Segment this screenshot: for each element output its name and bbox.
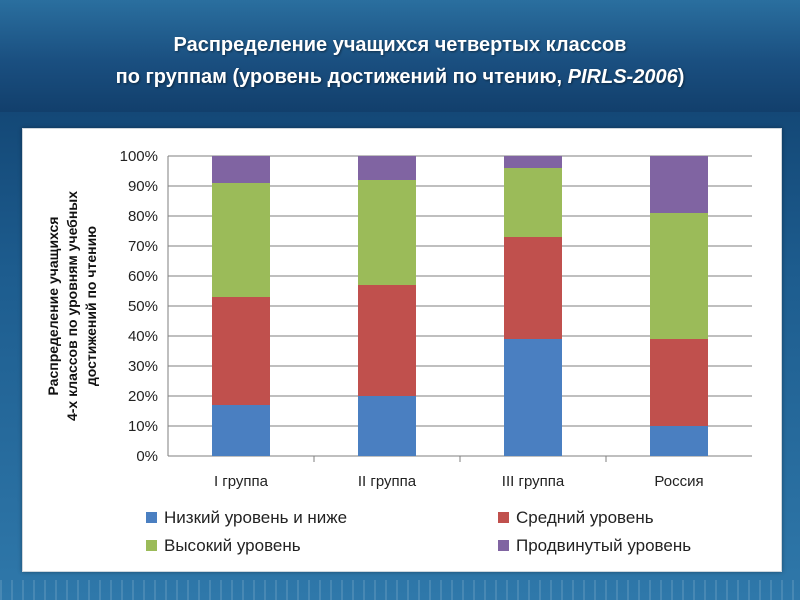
- bar-segment: [650, 156, 708, 213]
- legend-label: Низкий уровень и ниже: [164, 508, 347, 527]
- title-band: Распределение учащихся четвертых классов…: [0, 0, 800, 112]
- bar-segment: [504, 237, 562, 339]
- decorative-strip: [0, 580, 800, 600]
- x-category-label: I группа: [214, 473, 269, 490]
- y-axis-label: 4-х классов по уровням учебных: [64, 191, 80, 421]
- legend-label: Средний уровень: [516, 508, 654, 527]
- slide-title-study-name: PIRLS-2006: [567, 66, 678, 88]
- y-tick-label: 40%: [128, 328, 158, 345]
- y-tick-label: 50%: [128, 298, 158, 315]
- slide-title-line2-text: по группам (уровень достижений по чтению…: [115, 66, 568, 88]
- legend-label: Высокий уровень: [164, 536, 301, 555]
- stacked-bar-chart: 0% 10% 20% 30% 40% 50% 60% 70% 80% 90% 100% Распред…: [45, 148, 752, 555]
- y-tick-label: 10%: [128, 418, 158, 435]
- y-tick-label: 0%: [136, 448, 158, 465]
- y-tick-label: 30%: [128, 358, 158, 375]
- bar-segment: [212, 405, 270, 456]
- bar-segment: [650, 339, 708, 426]
- bar-segment: [650, 426, 708, 456]
- bar-segment: [650, 213, 708, 339]
- y-axis-label: Распределение учащихся: [45, 217, 61, 396]
- bar-segment: [212, 156, 270, 183]
- bar-segment: [212, 297, 270, 405]
- legend-swatch: [146, 512, 157, 523]
- bar-segment: [212, 183, 270, 297]
- legend-swatch: [498, 540, 509, 551]
- x-category-label: Россия: [654, 473, 703, 490]
- bar-segment: [504, 339, 562, 456]
- y-tick-label: 60%: [128, 268, 158, 285]
- bar-segment: [358, 156, 416, 180]
- bar-segment: [504, 156, 562, 168]
- y-axis-label: достижений по чтению: [83, 226, 99, 386]
- slide-title-line1: Распределение учащихся четвертых классов: [173, 34, 627, 56]
- slide-title-line2: по группам (уровень достижений по чтению…: [0, 66, 800, 89]
- bar-segment: [358, 180, 416, 285]
- x-category-label: III группа: [502, 473, 565, 490]
- y-tick-label: 80%: [128, 208, 158, 225]
- y-tick-label: 20%: [128, 388, 158, 405]
- bar-segment: [358, 285, 416, 396]
- bar-segment: [358, 396, 416, 456]
- x-category-label: II группа: [358, 473, 417, 490]
- slide-title-line2-close: ): [677, 66, 685, 88]
- legend-swatch: [498, 512, 509, 523]
- bar-segment: [504, 168, 562, 237]
- y-tick-label: 100%: [120, 148, 158, 165]
- legend-swatch: [146, 540, 157, 551]
- legend-label: Продвинутый уровень: [516, 536, 691, 555]
- y-tick-label: 90%: [128, 178, 158, 195]
- y-tick-label: 70%: [128, 238, 158, 255]
